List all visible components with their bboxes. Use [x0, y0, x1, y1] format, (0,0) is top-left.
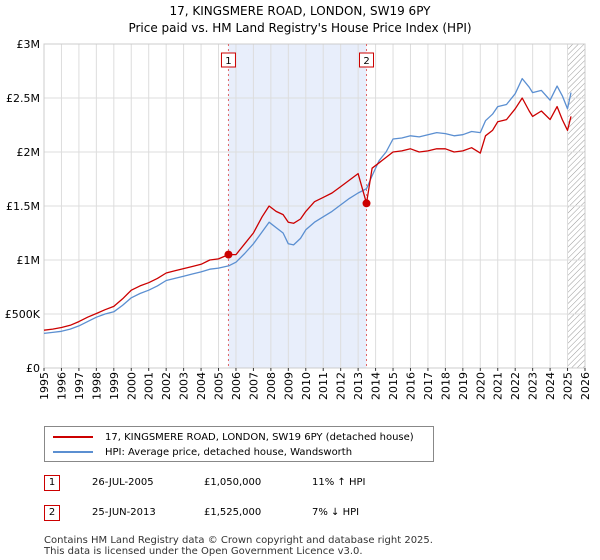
- sale-label-number: 2: [363, 56, 369, 67]
- series-line-hpi: [43, 77, 572, 335]
- transaction-number: 2: [44, 505, 60, 521]
- x-tick-label: 2005: [213, 372, 226, 400]
- legend-label-property: 17, KINGSMERE ROAD, LONDON, SW19 6PY (de…: [105, 431, 414, 443]
- x-tick-label: 2018: [439, 372, 452, 400]
- x-tick-label: 2008: [265, 372, 278, 400]
- footer-line-2: This data is licensed under the Open Gov…: [44, 546, 363, 557]
- y-tick-label: £2.5M: [6, 92, 40, 105]
- x-tick-label: 2004: [195, 372, 208, 400]
- y-tick-label: £1.5M: [6, 200, 40, 213]
- x-tick-label: 2010: [300, 372, 313, 400]
- x-tick-label: 2003: [178, 372, 191, 400]
- footer-notice: Contains HM Land Registry data © Crown c…: [44, 535, 433, 557]
- chart-subtitle: Price paid vs. HM Land Registry's House …: [128, 21, 472, 35]
- transaction-row: 2 25-JUN-2013 £1,525,000 7% ↓ HPI: [44, 505, 464, 523]
- x-tick-label: 2026: [579, 372, 592, 400]
- x-tick-label: 2009: [282, 372, 295, 400]
- price-chart: £0 £500K £1M £1.5M £2M £2.5M £3M 1995 1996 1997 19…: [5, 38, 592, 400]
- y-tick-label: £2M: [17, 146, 41, 159]
- x-tick-label: 2015: [387, 372, 400, 400]
- x-tick-label: 2023: [527, 372, 540, 400]
- x-tick-label: 2007: [247, 372, 260, 400]
- y-tick-label: £500K: [5, 308, 41, 321]
- sale-label-box: [359, 52, 375, 68]
- x-tick-label: 2000: [125, 372, 138, 400]
- series-line-property: [43, 97, 572, 331]
- x-tick-label: 2021: [492, 372, 505, 400]
- x-tick-label: 2013: [352, 372, 365, 400]
- plot-border: [43, 43, 586, 369]
- x-tick-label: 1999: [108, 372, 121, 400]
- y-tick-label: £0: [26, 362, 40, 375]
- x-tick-label: 1998: [90, 372, 103, 400]
- x-tick-label: 2017: [422, 372, 435, 400]
- sale-label-number: 1: [225, 56, 231, 67]
- x-tick-label: 1996: [55, 372, 68, 400]
- x-tick-label: 2002: [160, 372, 173, 400]
- transaction-number: 1: [44, 475, 60, 491]
- y-tick-label: £1M: [17, 254, 41, 267]
- chart-legend: 17, KINGSMERE ROAD, LONDON, SW19 6PY (de…: [44, 426, 434, 462]
- x-tick-label: 1995: [38, 372, 51, 400]
- x-tick-label: 2011: [317, 372, 330, 400]
- footer-line-1: Contains HM Land Registry data © Crown c…: [44, 535, 433, 546]
- transaction-price: £1,050,000: [204, 477, 262, 488]
- x-tick-label: 2022: [509, 372, 522, 400]
- x-tick-label: 2025: [562, 372, 575, 400]
- x-tick-label: 2006: [230, 372, 243, 400]
- x-tick-label: 2001: [143, 372, 156, 400]
- legend-label-hpi: HPI: Average price, detached house, Wand…: [105, 446, 353, 458]
- x-tick-label: 2016: [404, 372, 417, 400]
- transaction-row: 1 26-JUL-2005 £1,050,000 11% ↑ HPI: [44, 475, 464, 493]
- chart-title: 17, KINGSMERE ROAD, LONDON, SW19 6PY: [169, 4, 431, 18]
- transaction-hpi-delta: 11% ↑ HPI: [312, 477, 366, 488]
- sale-label-box: [220, 52, 236, 68]
- legend-line-hpi: [53, 451, 93, 453]
- x-tick-label: 2020: [474, 372, 487, 400]
- transaction-date: 26-JUL-2005: [92, 477, 154, 488]
- y-tick-label: £3M: [17, 38, 41, 51]
- legend-line-property: [53, 436, 93, 438]
- x-tick-label: 2014: [370, 372, 383, 400]
- transaction-date: 25-JUN-2013: [92, 507, 156, 518]
- x-tick-label: 2024: [544, 372, 557, 400]
- x-tick-label: 1997: [73, 372, 86, 400]
- x-tick-label: 2012: [335, 372, 348, 400]
- sale-point: [362, 199, 371, 208]
- transaction-hpi-delta: 7% ↓ HPI: [312, 507, 360, 518]
- sale-point: [224, 250, 233, 259]
- transaction-price: £1,525,000: [204, 507, 262, 518]
- x-tick-label: 2019: [457, 372, 470, 400]
